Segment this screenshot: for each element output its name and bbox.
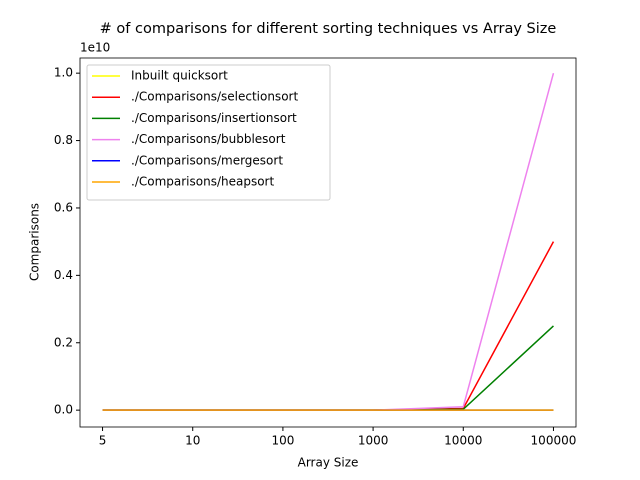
y-tick-label: 1.0 xyxy=(54,66,73,80)
legend-label: ./Comparisons/heapsort xyxy=(131,175,274,189)
y-tick-label: 0.4 xyxy=(54,268,73,282)
legend-label: ./Comparisons/insertionsort xyxy=(131,111,297,125)
x-tick-label: 10000 xyxy=(444,434,482,448)
x-tick-label: 5 xyxy=(99,434,107,448)
x-tick-label: 100000 xyxy=(531,434,577,448)
y-tick-label: 0.0 xyxy=(54,403,73,417)
y-tick-label: 0.2 xyxy=(54,335,73,349)
y-axis-label: Comparisons xyxy=(28,203,42,281)
legend-label: Inbuilt quicksort xyxy=(131,69,228,83)
x-axis-label: Array Size xyxy=(298,456,359,470)
x-tick-label: 100 xyxy=(271,434,294,448)
y-tick-label: 0.6 xyxy=(54,200,73,214)
x-tick-label: 10 xyxy=(185,434,200,448)
legend-label: ./Comparisons/selectionsort xyxy=(131,90,298,104)
chart-title: # of comparisons for different sorting t… xyxy=(100,21,557,37)
legend-box xyxy=(86,64,331,201)
plot-frame xyxy=(79,57,577,428)
y-tick-label: 0.8 xyxy=(54,133,73,147)
x-tick-label: 1000 xyxy=(358,434,389,448)
y-offset-label: 1e10 xyxy=(80,41,110,55)
legend-label: ./Comparisons/bubblesort xyxy=(131,132,286,146)
legend-label: ./Comparisons/mergesort xyxy=(131,153,283,167)
